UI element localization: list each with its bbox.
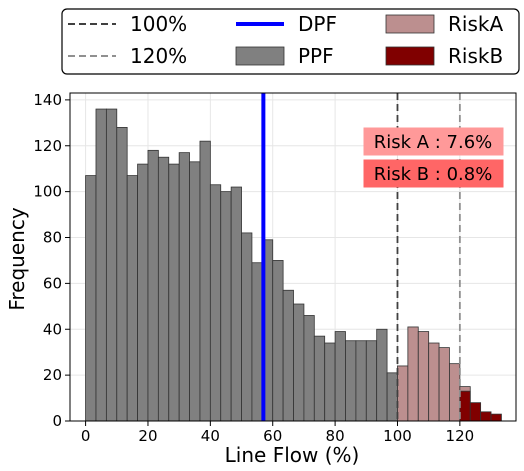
histogram-bar-ppf [220,191,232,422]
histogram-bar-riska [397,365,409,422]
y-tick-label: 40 [43,320,62,338]
legend-entry-dpf: DPF [236,12,337,36]
histogram-bar-ppf [230,186,242,422]
histogram-bar-riskb [469,402,482,422]
histogram-bar-ppf [345,340,357,422]
histogram-bar-ppf [365,340,378,422]
legend-entry-riskb: RiskB [385,44,503,68]
x-tick-label: 120 [446,427,475,445]
histogram-bar-riska [417,331,430,422]
x-tick-label: 40 [201,427,220,445]
y-tick-label: 0 [52,412,62,430]
y-tick-label: 140 [33,91,62,109]
legend: 100% DPF RiskA 120% PPF RiskB [61,8,520,75]
histogram-bar-ppf [105,108,118,422]
histogram-bar-ppf [303,315,315,422]
histogram-bar-ppf [376,328,388,422]
y-tick-label: 80 [43,229,62,247]
histogram-bar-ppf [199,140,211,422]
legend-label: DPF [298,12,337,36]
histogram-bar-ppf [282,289,294,422]
legend-entry-riska: RiskA [385,12,503,36]
x-tick-label: 100 [383,427,412,445]
y-tick-label: 20 [43,366,62,384]
x-tick-label: 80 [326,427,345,445]
legend-label: RiskB [448,44,503,68]
histogram-bar-ppf [209,184,222,422]
y-axis-label: Frequency [5,207,29,310]
legend-swatch [385,46,435,66]
risk-annotation-box [363,159,504,188]
risk-annotation-text: Risk A : 7.6% [374,132,493,153]
histogram-bar-ppf [251,262,263,422]
y-tick-label: 100 [33,183,62,201]
legend-label: RiskA [448,12,503,36]
y-tick-label: 120 [33,137,62,155]
histogram-bar-ppf [272,260,284,422]
legend-entry-120pct: 120% [68,44,187,68]
legend-swatch [385,14,435,34]
histogram-bar-riskb [480,411,492,422]
histogram-bar-ppf [116,127,128,422]
plot-area: 0 20 40 60 80 100 120 0 20 40 60 80 100 120 140 Risk A… [33,91,517,445]
histogram-bar-ppf [293,303,305,422]
x-tick-label: 20 [138,427,157,445]
histogram-bar-ppf [157,156,170,422]
histogram-bar-riska [438,347,450,422]
histogram-bar-ppf [386,372,398,422]
legend-entry-ppf: PPF [235,44,334,68]
histogram-bar-ppf [355,340,367,422]
histogram-bar-ppf [126,175,138,422]
histogram-bar-ppf [95,108,107,422]
histogram-bar-ppf [334,331,346,422]
histogram-bar-riska [449,363,461,422]
plot-frame [69,92,517,422]
histogram-bar-ppf [324,342,336,422]
legend-label: PPF [298,44,334,68]
histogram-bar-ppf [178,152,190,422]
histogram-bar-ppf [137,163,149,422]
histogram-bar-ppf [85,175,97,422]
histogram-bar-ppf [147,149,159,422]
risk-annotation-box [363,127,504,156]
x-axis-label: Line Flow (%) [225,443,360,467]
legend-entry-100pct: 100% [68,12,187,36]
histogram-bar-riska [428,342,440,422]
histogram-bar-ppf [313,335,326,422]
legend-swatch [235,46,285,66]
legend-label: 100% [130,12,187,36]
legend-label: 120% [130,44,187,68]
histogram-bar-riska [407,326,419,422]
histogram-bar-ppf [168,163,180,422]
histogram-bar-riskb [490,413,502,422]
histogram-bar-ppf [241,232,253,422]
risk-annotation-text: Risk B : 0.8% [374,164,493,185]
histogram-bar-riskb [459,390,471,422]
x-tick-label: 60 [263,427,282,445]
x-tick-label: 0 [81,427,91,445]
histogram-bar-ppf [189,161,201,422]
y-tick-label: 60 [43,274,62,292]
